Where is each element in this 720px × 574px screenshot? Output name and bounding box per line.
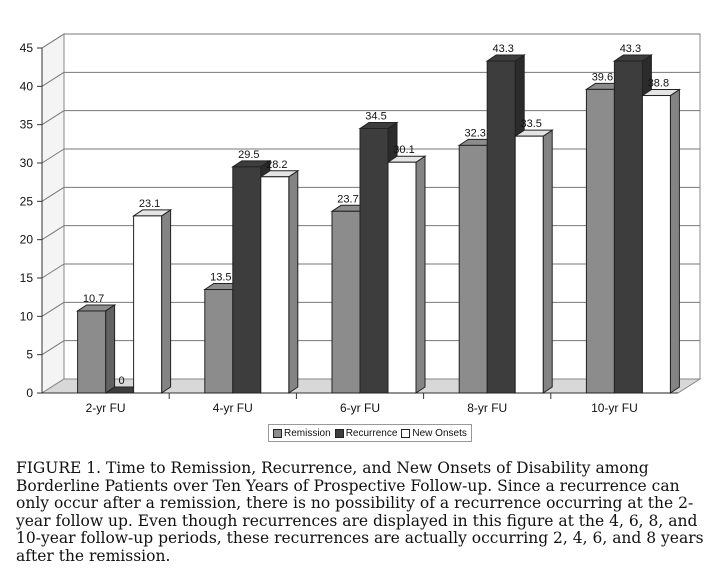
y-tick-label: 25 bbox=[20, 194, 34, 208]
bar-side bbox=[105, 304, 116, 394]
data-label: 13.5 bbox=[210, 272, 231, 284]
gridline-depth bbox=[41, 186, 65, 202]
gridline-depth bbox=[41, 263, 65, 279]
data-label: 39.6 bbox=[592, 71, 613, 83]
gridline-depth bbox=[41, 148, 65, 164]
data-label: 38.8 bbox=[648, 78, 669, 90]
gridline-depth bbox=[41, 110, 65, 126]
legend-item-remission: Remission bbox=[273, 428, 331, 439]
x-tick-label: 6-yr FU bbox=[340, 401, 380, 415]
y-tick-label: 35 bbox=[20, 118, 34, 132]
gridline-depth bbox=[41, 33, 65, 49]
legend-label-new-onsets: New Onsets bbox=[412, 427, 467, 439]
y-tick-label: 40 bbox=[20, 79, 34, 93]
gridline-depth bbox=[41, 225, 65, 241]
bar bbox=[260, 176, 290, 394]
y-tick-label: 30 bbox=[20, 156, 34, 170]
bar bbox=[486, 60, 516, 394]
bar bbox=[359, 128, 389, 394]
y-tick-label: 0 bbox=[26, 386, 33, 400]
chart-side-wall bbox=[41, 33, 65, 394]
bar bbox=[133, 215, 163, 394]
legend-item-recurrence: Recurrence bbox=[334, 427, 398, 439]
bar-side bbox=[669, 88, 680, 394]
figure-caption: FIGURE 1. Time to Remission, Recurrence,… bbox=[16, 459, 704, 565]
data-label: 43.3 bbox=[620, 43, 641, 55]
bar bbox=[514, 135, 544, 394]
bar bbox=[613, 60, 643, 394]
data-label: 34.5 bbox=[365, 111, 386, 123]
gridline-depth bbox=[41, 71, 65, 87]
data-label: 10.7 bbox=[83, 293, 104, 305]
data-label: 23.1 bbox=[139, 198, 160, 210]
x-tick-label: 8-yr FU bbox=[467, 401, 507, 415]
data-label: 32.3 bbox=[464, 127, 485, 139]
bar bbox=[77, 310, 107, 394]
bar-side bbox=[542, 129, 553, 394]
bar bbox=[331, 210, 361, 394]
y-tick-label: 10 bbox=[20, 309, 34, 323]
bar bbox=[387, 161, 417, 394]
data-label: 0 bbox=[119, 375, 125, 387]
x-tick-label: 4-yr FU bbox=[213, 401, 253, 415]
bar bbox=[585, 88, 615, 394]
y-tick-label: 5 bbox=[26, 348, 33, 362]
legend-swatch-remission bbox=[273, 428, 282, 438]
legend-item-new-onsets: New Onsets bbox=[401, 427, 467, 439]
gridline-depth bbox=[41, 301, 65, 317]
data-label: 28.2 bbox=[266, 159, 287, 171]
y-tick-label: 15 bbox=[20, 271, 34, 285]
data-label: 43.3 bbox=[492, 43, 513, 55]
y-tick-label: 45 bbox=[20, 41, 34, 55]
bar bbox=[641, 95, 671, 394]
x-tick-label: 2-yr FU bbox=[86, 401, 126, 415]
data-label: 33.5 bbox=[520, 118, 541, 130]
bar-side bbox=[288, 169, 299, 394]
bar bbox=[204, 289, 234, 394]
data-label: 29.5 bbox=[238, 149, 259, 161]
bar-side bbox=[161, 208, 172, 394]
gridline-depth bbox=[41, 340, 65, 356]
legend-swatch-recurrence bbox=[334, 428, 344, 438]
legend-swatch-new-onsets bbox=[401, 428, 411, 438]
bar-chart: 0 5 10 15 20 25 30 35 40 45 2-yr FU 10.7 0 23.1 4-yr F… bbox=[20, 33, 702, 415]
bar bbox=[458, 144, 488, 394]
legend: Remission Recurrence New Onsets bbox=[268, 424, 472, 442]
bar-side bbox=[415, 155, 426, 394]
y-tick-label: 20 bbox=[20, 233, 34, 247]
data-label: 30.1 bbox=[393, 144, 414, 156]
legend-label-recurrence: Recurrence bbox=[345, 427, 398, 439]
legend-label-remission: Remission bbox=[284, 427, 331, 439]
data-label: 23.7 bbox=[337, 193, 358, 205]
x-tick-label: 10-yr FU bbox=[591, 401, 638, 415]
bar bbox=[232, 166, 262, 394]
